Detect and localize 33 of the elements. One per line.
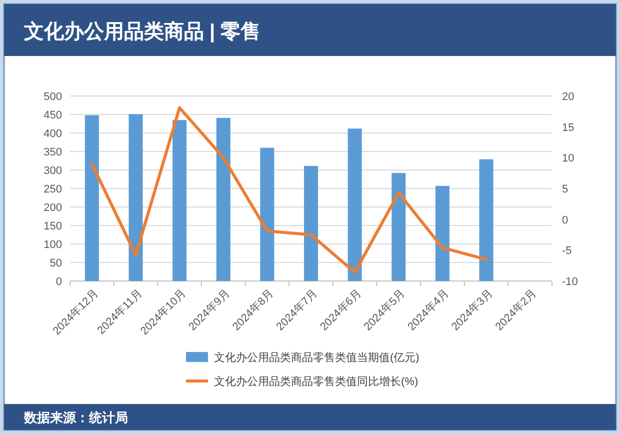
bar bbox=[435, 186, 450, 281]
y-tick-label: 500 bbox=[44, 91, 62, 103]
y-tick-label: 400 bbox=[44, 128, 62, 140]
y2-tick-label: 0 bbox=[562, 214, 568, 226]
bar bbox=[172, 120, 187, 281]
y-tick-label: 100 bbox=[44, 239, 62, 251]
y-tick-label: 450 bbox=[44, 110, 62, 122]
bar bbox=[84, 115, 99, 281]
y-tick-label: 250 bbox=[44, 184, 62, 196]
bar bbox=[216, 118, 230, 281]
y2-tick-label: 20 bbox=[562, 91, 574, 103]
line-series bbox=[90, 106, 488, 274]
y2-tick-label: 15 bbox=[562, 122, 574, 134]
y2-tick-label: -5 bbox=[562, 245, 572, 258]
bar bbox=[479, 159, 494, 281]
bar bbox=[392, 172, 406, 281]
y-tick-label: 50 bbox=[50, 258, 62, 270]
source-note: 数据来源：统计局 bbox=[23, 410, 128, 425]
y2-tick-label: 5 bbox=[562, 184, 568, 196]
bar bbox=[304, 166, 318, 281]
legend-label: 文化办公用品类商品零售类值当期值(亿元) bbox=[214, 351, 420, 364]
y-tick-label: 0 bbox=[56, 276, 62, 288]
y-tick-label: 150 bbox=[44, 220, 62, 232]
y-tick-label: 350 bbox=[44, 146, 62, 158]
bar bbox=[348, 128, 362, 281]
bar bbox=[260, 148, 274, 281]
y-tick-label: 200 bbox=[44, 202, 62, 214]
chart-title: 文化办公用品类商品 | 零售 bbox=[23, 20, 261, 43]
legend-label: 文化办公用品类商品零售类值同比增长(%) bbox=[214, 375, 418, 388]
y-tick-label: 300 bbox=[44, 165, 62, 177]
y2-tick-label: -10 bbox=[562, 276, 578, 288]
bar bbox=[128, 114, 143, 281]
y2-tick-label: 10 bbox=[562, 152, 574, 165]
